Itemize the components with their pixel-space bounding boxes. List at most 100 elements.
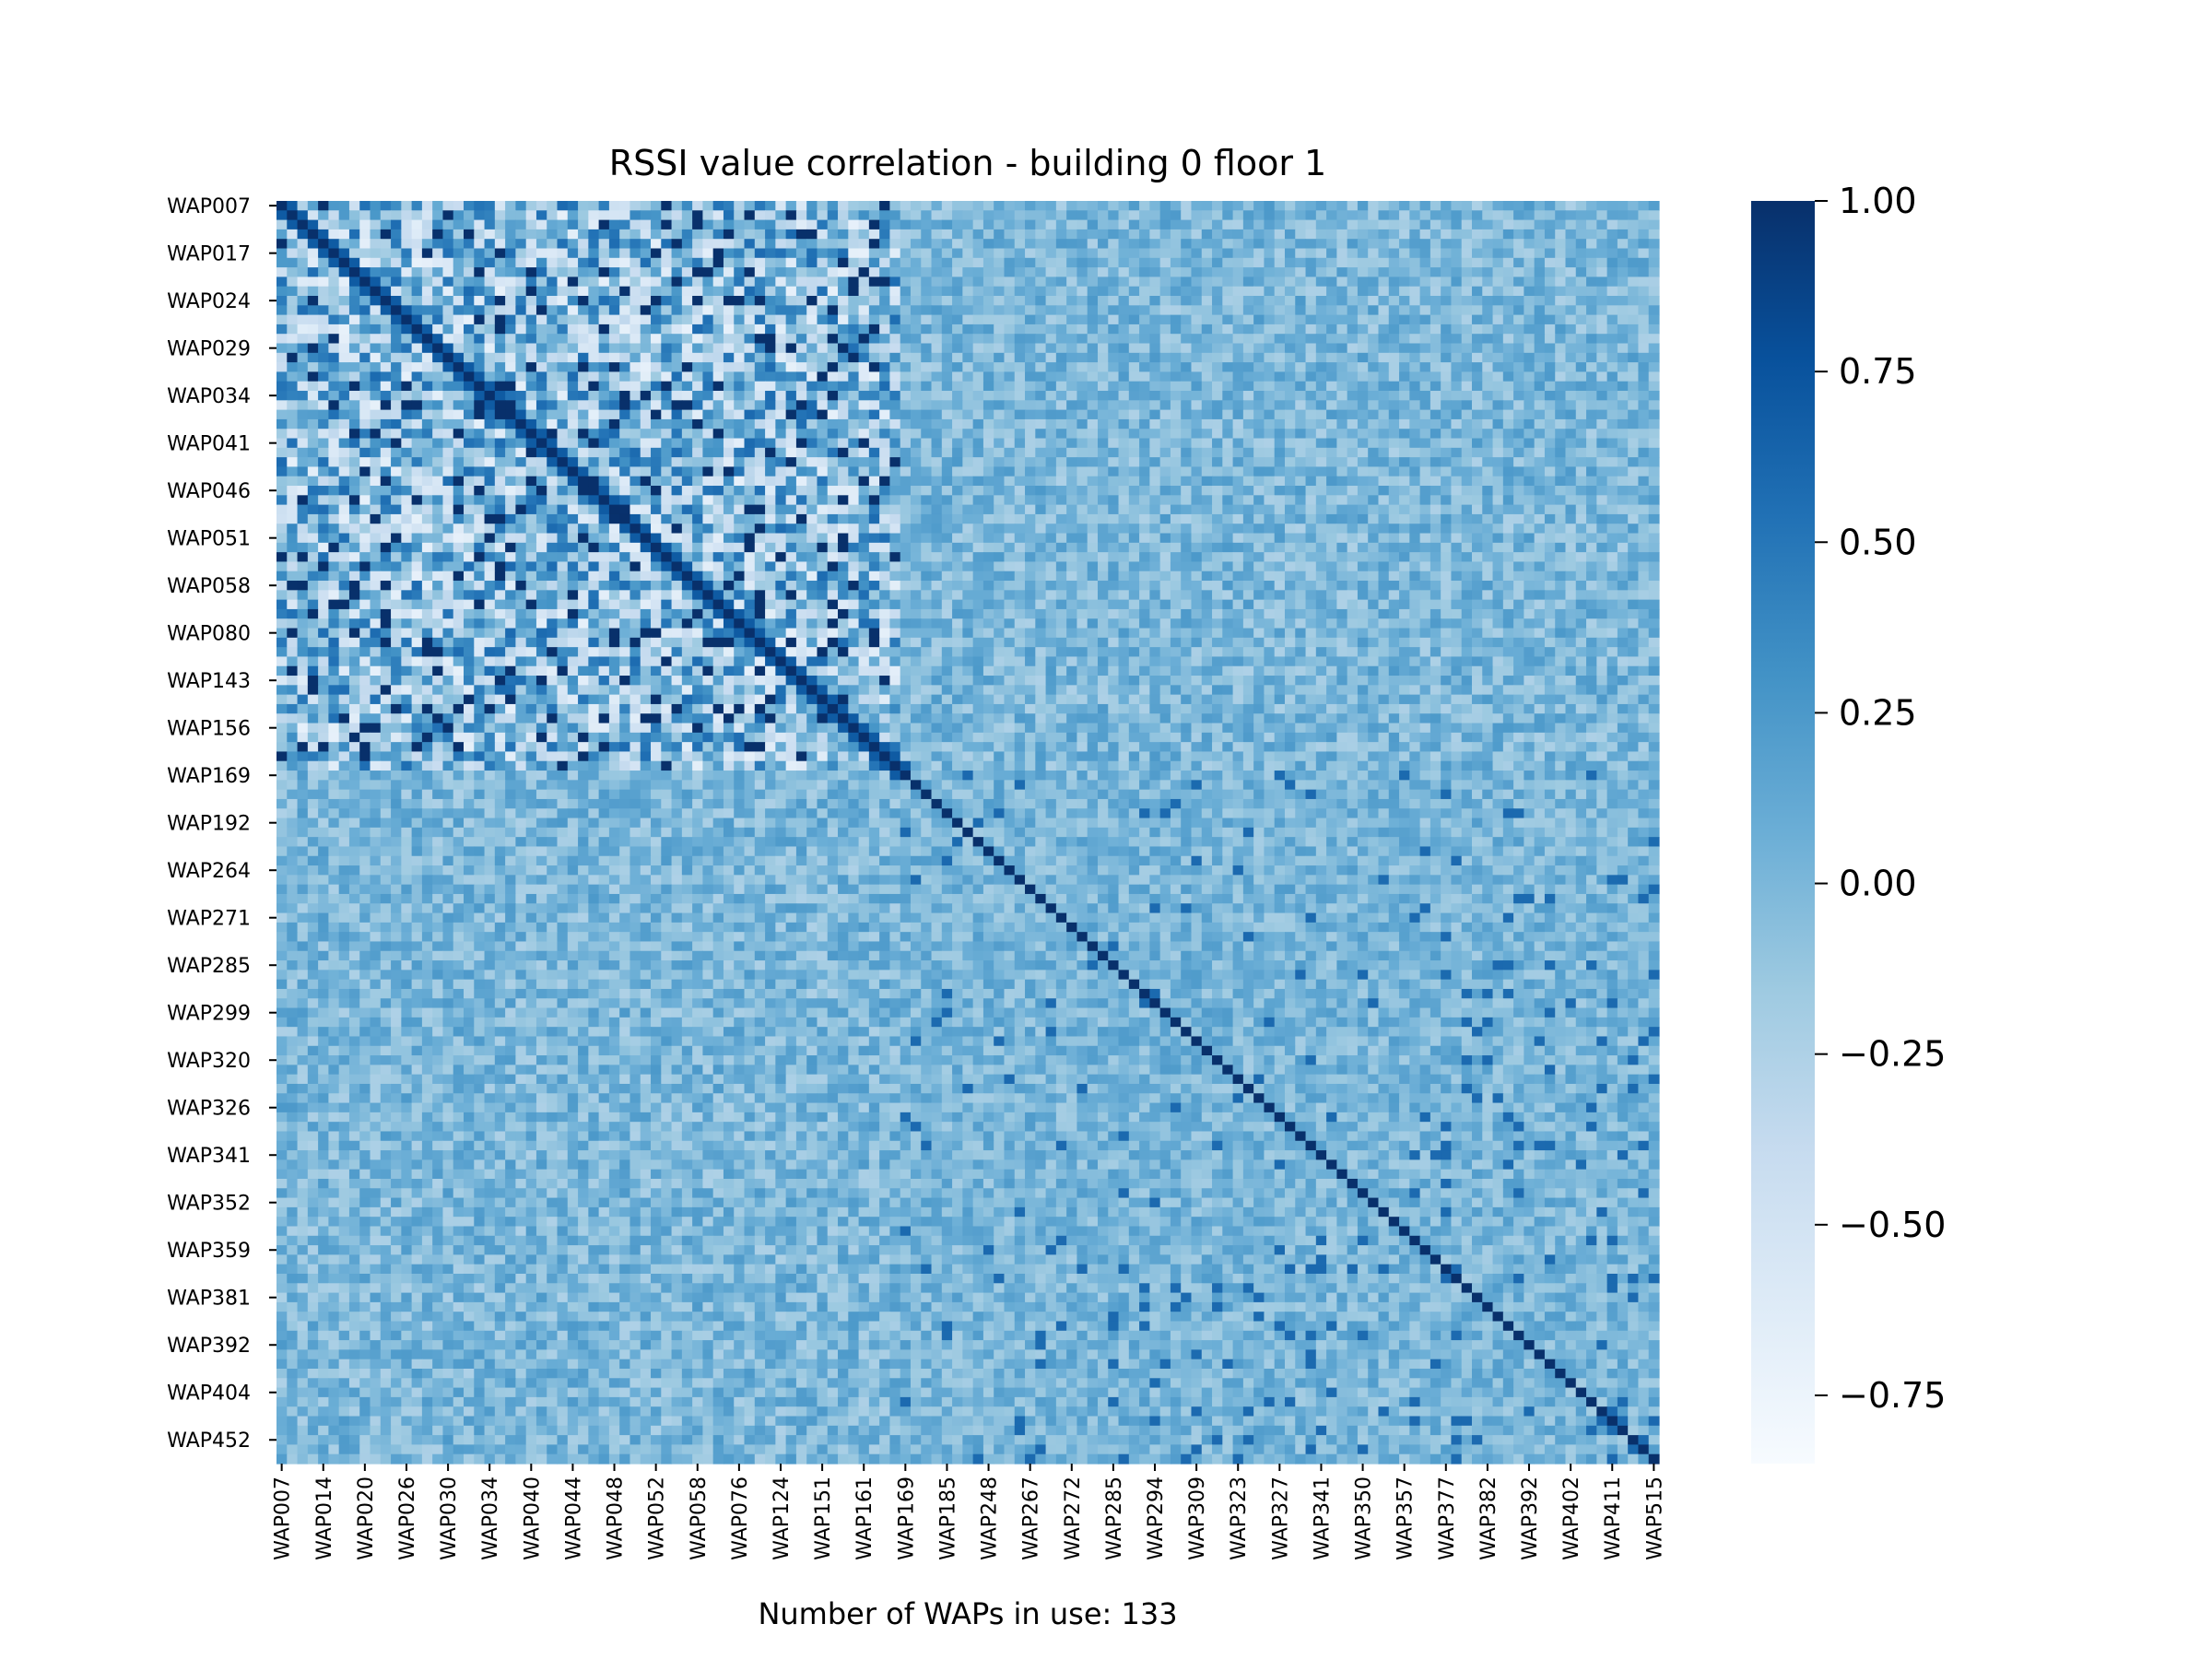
heatmap-cell <box>734 486 746 496</box>
heatmap-cell <box>712 495 724 506</box>
heatmap-cell <box>640 457 652 468</box>
heatmap-cell <box>1232 286 1244 297</box>
heatmap-cell <box>1004 334 1016 345</box>
heatmap-cell <box>432 418 444 429</box>
heatmap-cell <box>297 219 309 230</box>
heatmap-cell <box>1575 409 1587 420</box>
heatmap-cell <box>982 286 994 297</box>
heatmap-cell <box>889 476 901 487</box>
heatmap-cell <box>1347 239 1359 250</box>
heatmap-cell <box>359 276 371 288</box>
heatmap-cell <box>879 457 891 468</box>
heatmap-cell <box>1575 219 1587 230</box>
heatmap-cell <box>817 219 829 230</box>
heatmap-cell <box>1295 334 1307 345</box>
heatmap-cell <box>380 201 392 211</box>
heatmap-cell <box>982 229 994 240</box>
heatmap-cell <box>338 362 350 373</box>
heatmap-cell <box>1159 381 1171 392</box>
heatmap-cell <box>817 371 829 382</box>
heatmap-cell <box>1212 476 1223 487</box>
heatmap-cell <box>276 210 288 221</box>
heatmap-cell <box>879 324 891 335</box>
heatmap-cell <box>588 524 600 535</box>
heatmap-cell <box>525 495 537 506</box>
heatmap-cell <box>734 362 746 373</box>
heatmap-cell <box>1544 466 1556 477</box>
heatmap-cell <box>1368 476 1380 487</box>
heatmap-cell <box>651 513 662 524</box>
heatmap-cell <box>671 314 683 325</box>
heatmap-cell <box>1357 267 1369 278</box>
heatmap-cell <box>464 533 475 544</box>
heatmap-cell <box>900 457 912 468</box>
heatmap-cell <box>505 457 516 468</box>
heatmap-cell <box>692 447 704 458</box>
heatmap-cell <box>838 542 849 553</box>
heatmap-cell <box>307 552 319 563</box>
heatmap-cell <box>1388 409 1400 420</box>
heatmap-cell <box>744 362 756 373</box>
heatmap-cell <box>952 352 963 363</box>
heatmap-cell <box>588 248 600 259</box>
heatmap-cell <box>795 391 807 401</box>
heatmap-cell <box>723 267 735 278</box>
heatmap-cell <box>474 438 486 449</box>
heatmap-cell <box>1451 504 1463 515</box>
heatmap-cell <box>651 418 662 429</box>
heatmap-cell <box>1399 286 1410 297</box>
heatmap-cell <box>1045 400 1057 411</box>
heatmap-cell <box>1347 504 1359 515</box>
heatmap-cell <box>827 305 839 316</box>
heatmap-cell <box>889 400 901 411</box>
heatmap-cell <box>795 267 807 278</box>
heatmap-cell <box>1606 296 1618 306</box>
heatmap-cell <box>1492 314 1504 325</box>
heatmap-cell <box>515 457 527 468</box>
heatmap-cell <box>1232 524 1244 535</box>
heatmap-cell <box>754 486 766 496</box>
heatmap-cell <box>651 257 662 268</box>
heatmap-cell <box>474 324 486 335</box>
heatmap-cell <box>775 210 787 221</box>
heatmap-cell <box>681 334 693 345</box>
heatmap-cell <box>287 447 299 458</box>
heatmap-cell <box>380 495 392 506</box>
heatmap-cell <box>1045 466 1057 477</box>
heatmap-cell <box>962 286 974 297</box>
heatmap-cell <box>827 267 839 278</box>
heatmap-cell <box>1502 542 1514 553</box>
heatmap-cell <box>484 429 496 440</box>
heatmap-cell <box>276 286 288 297</box>
heatmap-cell <box>608 352 620 363</box>
heatmap-cell <box>921 343 933 354</box>
heatmap-cell <box>1295 418 1307 429</box>
heatmap-cell <box>1596 438 1608 449</box>
heatmap-cell <box>1378 248 1390 259</box>
heatmap-cell <box>318 447 329 458</box>
heatmap-cell <box>1295 286 1307 297</box>
heatmap-cell <box>453 219 465 230</box>
heatmap-cell <box>535 248 547 259</box>
heatmap-cell <box>775 352 787 363</box>
heatmap-cell <box>370 371 382 382</box>
heatmap-cell <box>380 276 392 288</box>
heatmap-cell <box>1586 476 1597 487</box>
heatmap-cell <box>1534 400 1546 411</box>
heatmap-cell <box>1399 542 1410 553</box>
heatmap-cell <box>817 276 829 288</box>
heatmap-cell <box>858 362 870 373</box>
heatmap-cell <box>1388 324 1400 335</box>
heatmap-cell <box>474 229 486 240</box>
heatmap-cell <box>598 276 610 288</box>
heatmap-cell <box>1461 201 1473 211</box>
heatmap-cell <box>535 296 547 306</box>
heatmap-cell <box>921 334 933 345</box>
heatmap-cell <box>1014 296 1026 306</box>
heatmap-cell <box>1409 381 1421 392</box>
heatmap-cell <box>817 286 829 297</box>
heatmap-cell <box>1222 486 1234 496</box>
heatmap-cell <box>1139 533 1150 544</box>
heatmap-cell <box>276 466 288 477</box>
heatmap-cell <box>1097 418 1109 429</box>
